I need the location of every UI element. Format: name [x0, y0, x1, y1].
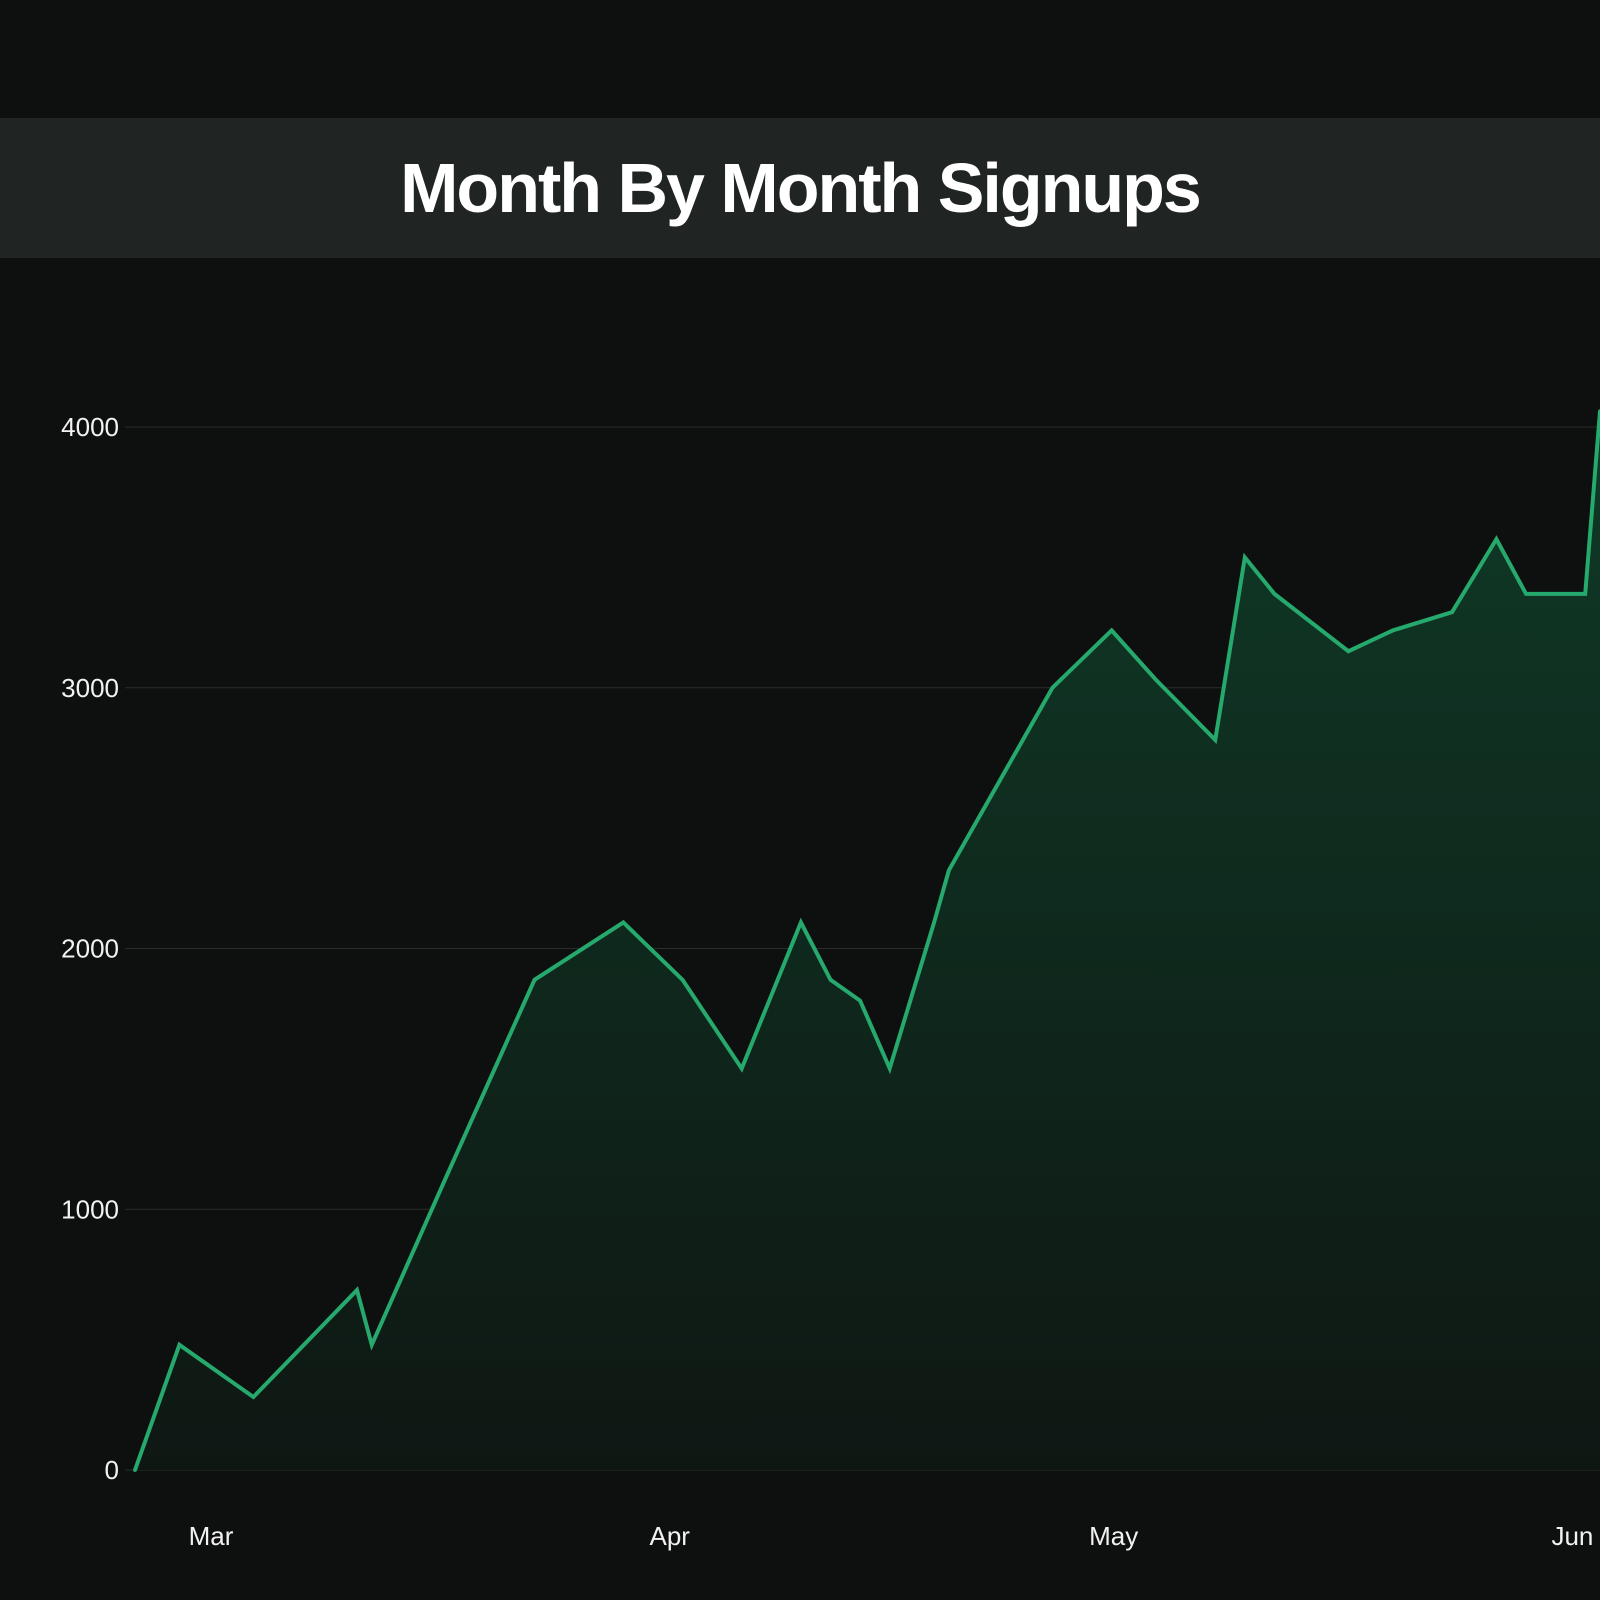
x-tick-label-mar: Mar [189, 1521, 234, 1551]
x-tick-label-jun: Jun [1551, 1521, 1593, 1551]
x-tick-label-apr: Apr [649, 1521, 690, 1551]
y-tick-label-3000: 3000 [61, 673, 119, 703]
y-tick-label-4000: 4000 [61, 412, 119, 442]
x-axis-ticks: Mar Apr May Jun [189, 1521, 1594, 1551]
series-area [135, 411, 1600, 1471]
y-tick-label-1000: 1000 [61, 1194, 119, 1224]
y-axis-ticks: 0 1000 2000 3000 4000 [61, 412, 119, 1485]
area-layer [135, 411, 1600, 1471]
y-tick-label-2000: 2000 [61, 934, 119, 964]
y-tick-label-0: 0 [105, 1455, 119, 1485]
x-tick-label-may: May [1089, 1521, 1138, 1551]
series-line [133, 409, 1600, 1472]
title-band: Month By Month Signups [0, 118, 1600, 258]
chart-title: Month By Month Signups [400, 149, 1202, 227]
line-layer [133, 409, 1600, 1472]
